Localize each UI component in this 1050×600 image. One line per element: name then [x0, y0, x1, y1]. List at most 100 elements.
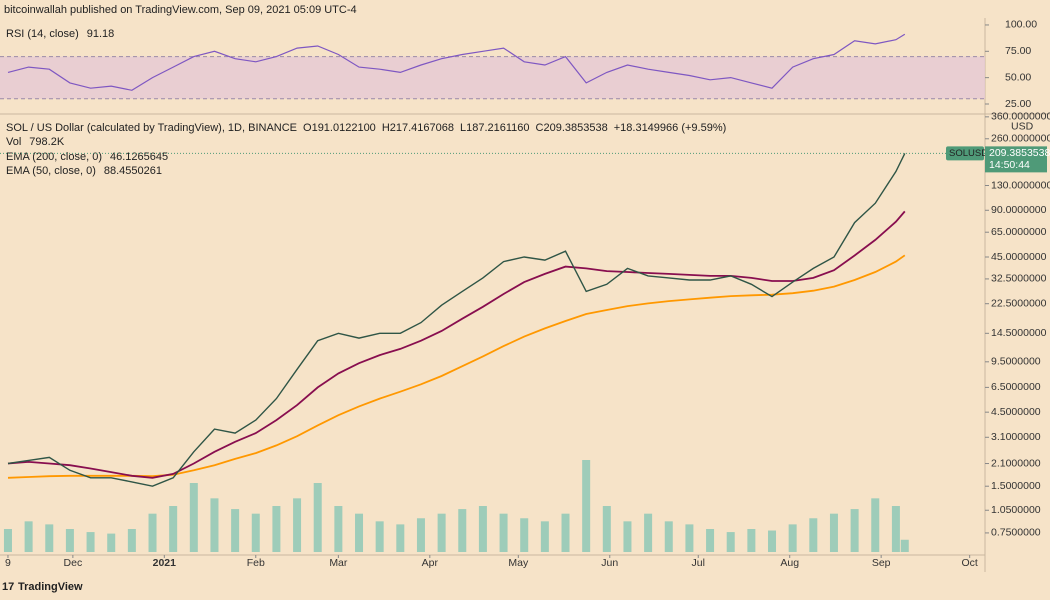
x-tick-label: Aug — [780, 557, 799, 569]
volume-bar — [871, 498, 880, 552]
volume-bar — [644, 513, 653, 552]
legend-name: RSI (14, close) — [6, 28, 79, 40]
volume-bar — [788, 524, 797, 552]
volume-bar — [747, 529, 756, 552]
legend-value: 46.1265645 — [110, 151, 168, 163]
volume-bar — [520, 518, 529, 552]
volume-bar — [726, 532, 735, 552]
y-tick-label: 32.5000000 — [991, 273, 1047, 285]
volume-bar — [3, 529, 12, 552]
y-tick-label: 4.5000000 — [991, 406, 1041, 418]
legend-name: Vol — [6, 136, 21, 148]
volume-bar — [355, 513, 364, 552]
y-tick-label: 65.0000000 — [991, 226, 1047, 238]
volume-bar — [65, 529, 74, 552]
y-tick-label: 1.0500000 — [991, 504, 1041, 516]
x-tick-label: Feb — [247, 557, 265, 569]
x-tick-label: May — [508, 557, 529, 569]
footer: TradingView — [18, 581, 83, 593]
volume-bar — [231, 509, 240, 552]
legend-name: EMA (50, close, 0) — [6, 165, 96, 177]
x-tick-label: Oct — [961, 557, 977, 569]
volume-bar — [272, 506, 281, 552]
volume-bar — [809, 518, 818, 552]
y-tick-label: 45.0000000 — [991, 251, 1047, 263]
chart-title: SOL / US Dollar (calculated by TradingVi… — [6, 122, 297, 134]
rsi-tick-label: 50.00 — [1005, 71, 1031, 83]
volume-bar — [561, 513, 570, 552]
y-tick-label: 2.1000000 — [991, 457, 1041, 469]
y-tick-label: 3.1000000 — [991, 431, 1041, 443]
y-tick-label: 22.5000000 — [991, 297, 1047, 309]
volume-bar — [375, 521, 384, 552]
volume-bar — [623, 521, 632, 552]
logo: 17 — [2, 581, 14, 593]
volume-bar — [334, 506, 343, 552]
legend-value: 91.18 — [87, 28, 115, 40]
volume-bar — [24, 521, 33, 552]
volume-bar — [891, 506, 900, 552]
volume-bar — [582, 460, 591, 552]
ohlc-value: H217.4167068 — [382, 122, 454, 134]
ohlc-value: C209.3853538 — [536, 122, 608, 134]
volume-bar — [706, 529, 715, 552]
volume-bar — [416, 518, 425, 552]
x-tick-label: 9 — [5, 557, 11, 569]
volume-bar — [251, 513, 260, 552]
volume-bar — [86, 532, 95, 552]
x-tick-label: Jul — [692, 557, 705, 569]
volume-bar — [127, 529, 136, 552]
ohlc-value: +18.3149966 (+9.59%) — [614, 122, 727, 134]
volume-bar — [293, 498, 302, 552]
rsi-tick-label: 25.00 — [1005, 98, 1031, 110]
volume-bar — [148, 513, 157, 552]
ohlc-value: O191.0122100 — [303, 122, 376, 134]
volume-bar — [107, 533, 116, 552]
legend-name: EMA (200, close, 0) — [6, 151, 102, 163]
volume-bar — [313, 483, 322, 552]
x-tick-label: Mar — [329, 557, 348, 569]
x-tick-label: Apr — [422, 557, 439, 569]
y-tick-label: 6.5000000 — [991, 381, 1041, 393]
y-tick-label: 360.0000000 — [991, 111, 1050, 123]
volume-bar — [685, 524, 694, 552]
x-tick-label: Sep — [872, 557, 891, 569]
symbol-label: SOLUSD — [949, 148, 988, 159]
volume-bar — [540, 521, 549, 552]
price-line — [7, 153, 906, 487]
y-tick-label: 90.0000000 — [991, 204, 1047, 216]
y-tick-label: 9.5000000 — [991, 356, 1041, 368]
volume-bar — [45, 524, 54, 552]
volume-bar — [850, 509, 859, 552]
currency: USD — [1011, 121, 1034, 133]
volume-bar — [602, 506, 611, 552]
price-tag-value: 209.3853538 — [989, 147, 1050, 159]
rsi-line — [7, 33, 906, 91]
rsi-tick-label: 75.00 — [1005, 45, 1031, 57]
rsi-tick-label: 100.00 — [1005, 19, 1037, 31]
countdown: 14:50:44 — [989, 159, 1030, 171]
y-tick-label: 14.5000000 — [991, 327, 1047, 339]
y-tick-label: 130.0000000 — [991, 179, 1050, 191]
y-tick-label: 260.0000000 — [991, 133, 1050, 145]
y-tick-label: 1.5000000 — [991, 480, 1041, 492]
volume-bar — [664, 521, 673, 552]
x-tick-label: Dec — [64, 557, 83, 569]
legend-value: 798.2K — [29, 136, 65, 148]
symbol-tag — [946, 146, 984, 161]
price-tag — [985, 146, 1047, 173]
rsi-band — [0, 56, 985, 99]
legend-value: 88.4550261 — [104, 165, 162, 177]
volume-bar — [189, 483, 198, 552]
volume-bar — [437, 513, 446, 552]
ohlc-value: L187.2161160 — [460, 122, 530, 134]
volume-bar — [829, 513, 838, 552]
volume-bar — [458, 509, 467, 552]
volume-bar — [210, 498, 219, 552]
volume-bar — [768, 530, 777, 552]
volume-bar — [478, 506, 487, 552]
volume-bar — [499, 513, 508, 552]
volume-bar — [396, 524, 405, 552]
